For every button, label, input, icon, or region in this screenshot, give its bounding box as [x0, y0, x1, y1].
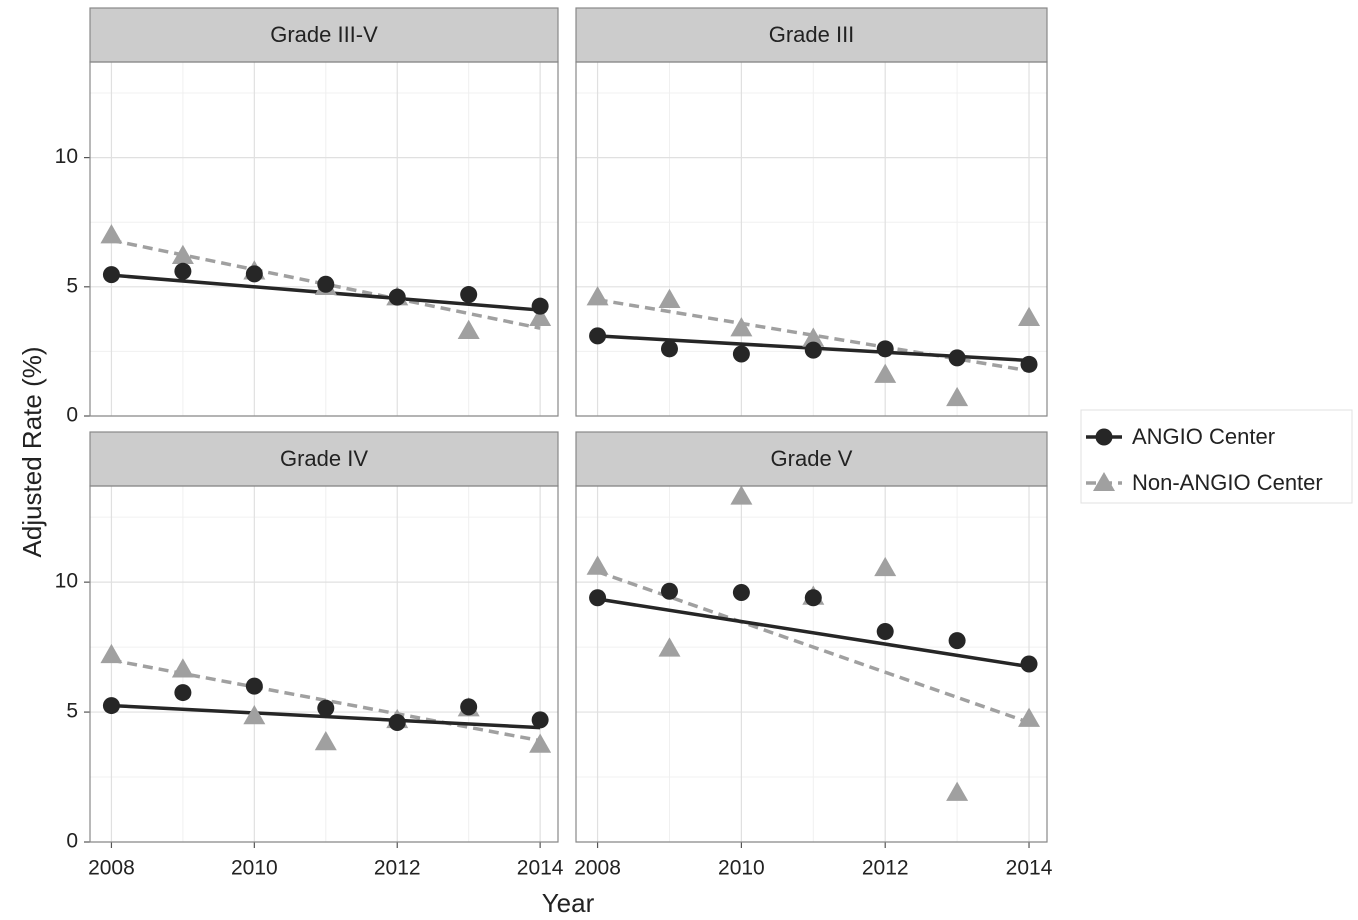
data-point	[876, 340, 894, 358]
legend-box	[1080, 409, 1353, 504]
data-point	[388, 288, 406, 306]
data-point	[589, 327, 607, 345]
data-point	[174, 262, 192, 280]
data-point	[874, 363, 897, 383]
panel-background	[90, 62, 558, 416]
fit-line	[597, 297, 1030, 373]
data-point	[804, 589, 822, 607]
data-point	[586, 555, 609, 575]
y-tick-label: 5	[66, 700, 78, 723]
data-point	[586, 286, 609, 306]
x-tick-label: 2014	[1006, 857, 1053, 880]
strip	[89, 431, 559, 487]
fit-line	[597, 597, 1030, 669]
data-point	[730, 317, 753, 337]
panel-border	[575, 61, 1048, 417]
x-tick-label: 2008	[88, 857, 135, 880]
panel-border	[575, 485, 1048, 843]
strip	[89, 7, 559, 63]
data-point	[732, 345, 750, 363]
data-point	[171, 658, 194, 678]
data-point	[317, 699, 335, 717]
y-axis-label: Adjusted Rate (%)	[17, 347, 47, 558]
panel-border	[89, 61, 559, 417]
data-point	[460, 698, 478, 716]
data-point	[171, 244, 194, 265]
panel-title: Grade IV	[280, 446, 368, 471]
panel-background	[90, 486, 558, 842]
x-tick-label: 2014	[517, 857, 564, 880]
data-point	[1018, 707, 1041, 727]
data-point	[388, 713, 406, 731]
data-point	[100, 643, 123, 664]
fit-line	[596, 570, 1030, 725]
data-point	[317, 275, 335, 293]
data-point	[102, 697, 120, 715]
panel-background	[576, 486, 1047, 842]
legend-marker	[1095, 428, 1113, 446]
data-point	[946, 781, 969, 801]
data-point	[174, 684, 192, 702]
x-tick-label: 2012	[374, 857, 421, 880]
data-point	[1020, 355, 1038, 373]
x-tick-label: 2012	[862, 857, 909, 880]
y-tick-label: 0	[66, 404, 78, 427]
data-point	[658, 637, 681, 657]
panel-title: Grade V	[771, 446, 853, 471]
data-point	[730, 485, 753, 505]
data-point	[1018, 306, 1041, 327]
data-point	[531, 297, 549, 315]
panel-border	[89, 485, 559, 843]
legend-label: Non-ANGIO Center	[1132, 470, 1323, 495]
data-point	[529, 733, 552, 753]
data-point	[589, 589, 607, 607]
strip	[575, 7, 1048, 63]
x-tick-label: 2008	[574, 857, 621, 880]
legend-marker	[1093, 472, 1115, 491]
data-point	[732, 584, 750, 602]
data-point	[529, 306, 552, 327]
y-tick-label: 10	[55, 570, 78, 593]
panel-title: Grade III	[769, 22, 855, 47]
data-point	[457, 319, 480, 339]
legend-label: ANGIO Center	[1132, 424, 1275, 449]
x-tick-label: 2010	[231, 857, 278, 880]
data-point	[948, 632, 966, 650]
data-point	[531, 711, 549, 729]
data-point	[245, 677, 263, 695]
data-point	[658, 288, 681, 308]
data-point	[948, 349, 966, 367]
data-point	[100, 224, 123, 244]
data-point	[1020, 655, 1038, 673]
data-point	[802, 327, 825, 347]
panel-title: Grade III-V	[270, 22, 378, 47]
data-point	[804, 341, 822, 359]
y-tick-label: 5	[66, 274, 78, 297]
data-point	[243, 704, 266, 725]
data-point	[314, 730, 337, 751]
y-tick-label: 10	[55, 145, 78, 168]
data-point	[460, 286, 478, 304]
strip	[575, 431, 1048, 487]
y-tick-label: 0	[66, 830, 78, 853]
x-tick-label: 2010	[718, 857, 765, 880]
data-point	[660, 582, 678, 600]
x-axis-label: Year	[542, 888, 595, 918]
data-point	[245, 265, 263, 283]
data-point	[874, 556, 897, 577]
data-point	[946, 386, 969, 407]
data-point	[660, 340, 678, 358]
data-point	[876, 623, 894, 641]
data-point	[102, 266, 120, 284]
